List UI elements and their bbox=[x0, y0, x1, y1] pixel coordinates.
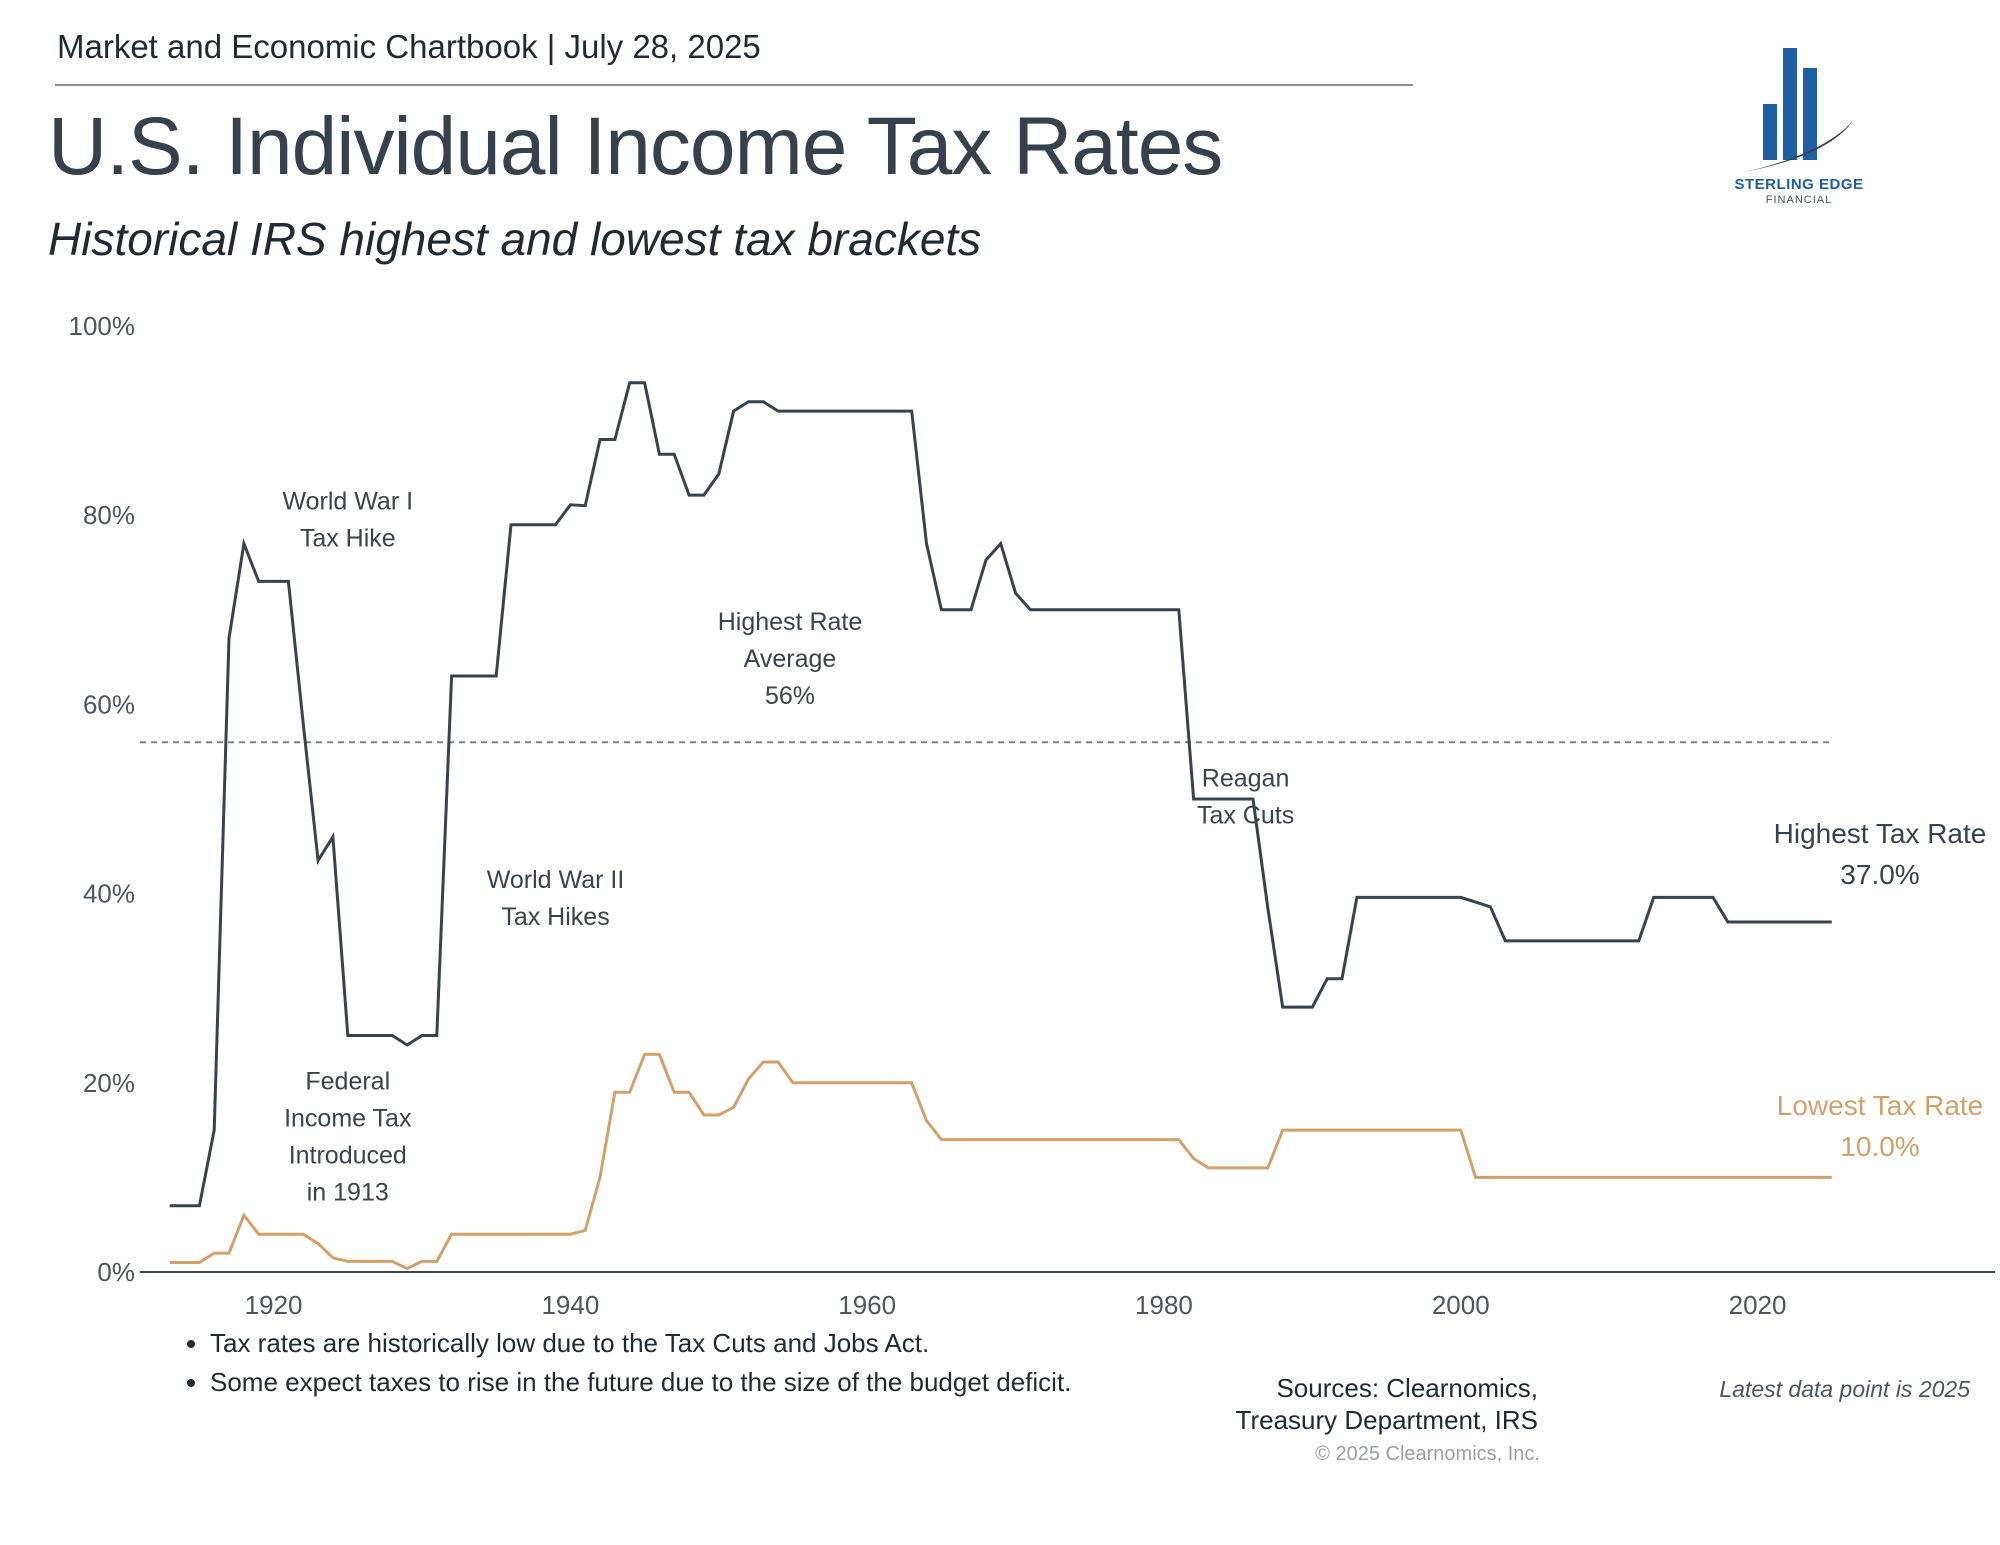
header-divider bbox=[55, 84, 1413, 86]
annotation-line: Reagan bbox=[1202, 765, 1290, 793]
y-tick-label: 60% bbox=[83, 689, 135, 719]
annotations: World War I Tax Hike World War II Tax Hikes… bbox=[282, 488, 1294, 1207]
y-axis-ticks: 0% 20% 40% 60% 80% 100% bbox=[69, 311, 136, 1287]
logo-name: STERLING EDGE bbox=[1734, 176, 1864, 193]
page-subtitle: Historical IRS highest and lowest tax br… bbox=[48, 213, 982, 265]
y-tick-label: 80% bbox=[83, 500, 135, 530]
annotation-line: World War II bbox=[487, 866, 625, 894]
x-tick-label: 1920 bbox=[245, 1290, 303, 1320]
x-tick-label: 2000 bbox=[1432, 1290, 1490, 1320]
logo-subtitle: FINANCIAL bbox=[1765, 194, 1833, 206]
lowest-rate-label: Lowest Tax Rate bbox=[1777, 1090, 1984, 1121]
chartbook-header: Market and Economic Chartbook | July 28,… bbox=[57, 28, 761, 65]
average-label: Highest Rate Average 56% bbox=[718, 608, 863, 710]
highest-rate-label: Highest Tax Rate bbox=[1774, 818, 1987, 849]
x-tick-label: 1960 bbox=[838, 1290, 896, 1320]
annotation-line: Tax Hikes bbox=[501, 903, 609, 931]
logo-bar-3 bbox=[1803, 68, 1817, 160]
annotation-line: Introduced bbox=[289, 1141, 407, 1169]
latest-data-note: Latest data point is 2025 bbox=[1719, 1376, 1970, 1402]
y-tick-label: 40% bbox=[83, 879, 135, 909]
y-tick-label: 20% bbox=[83, 1068, 135, 1098]
logo-bar-2 bbox=[1783, 48, 1797, 160]
y-tick-label: 0% bbox=[97, 1257, 135, 1287]
x-tick-label: 2020 bbox=[1729, 1290, 1787, 1320]
highest-rate-line bbox=[169, 381, 1832, 1208]
annotation-line: Tax Hike bbox=[300, 525, 396, 553]
lowest-rate-line bbox=[169, 1052, 1832, 1271]
y-tick-label: 100% bbox=[69, 311, 136, 341]
average-label-line: Average bbox=[744, 645, 837, 673]
annotation-reagan: Reagan Tax Cuts bbox=[1197, 765, 1294, 830]
logo-bar-1 bbox=[1763, 104, 1777, 160]
page-title: U.S. Individual Income Tax Rates bbox=[48, 101, 1223, 192]
sources-line-2: Treasury Department, IRS bbox=[1235, 1405, 1538, 1435]
sterling-edge-logo-icon bbox=[1743, 48, 1853, 172]
copyright: © 2025 Clearnomics, Inc. bbox=[1315, 1443, 1540, 1465]
x-axis-ticks: 1920 1940 1960 1980 2000 2020 bbox=[245, 1290, 1787, 1320]
bullet-item: Tax rates are historically low due to th… bbox=[210, 1328, 1071, 1359]
annotation-ww2: World War II Tax Hikes bbox=[487, 866, 625, 931]
annotation-line: in 1913 bbox=[307, 1178, 389, 1206]
lowest-rate-value: 10.0% bbox=[1840, 1131, 1919, 1162]
annotation-line: Tax Cuts bbox=[1197, 802, 1294, 830]
tax-rate-chart: 0% 20% 40% 60% 80% 100% 1920 1940 1960 1980 2000 2… bbox=[69, 311, 1995, 1320]
average-label-line: 56% bbox=[765, 682, 815, 710]
logo-swoosh bbox=[1743, 120, 1853, 172]
x-tick-label: 1980 bbox=[1135, 1290, 1193, 1320]
bullet-item: Some expect taxes to rise in the future … bbox=[210, 1367, 1071, 1398]
key-points-list: Tax rates are historically low due to th… bbox=[170, 1328, 1071, 1406]
annotation-line: World War I bbox=[282, 488, 413, 516]
annotation-ww1: World War I Tax Hike bbox=[282, 488, 413, 553]
annotation-line: Income Tax bbox=[284, 1104, 412, 1132]
annotation-line: Federal bbox=[305, 1067, 390, 1095]
sources-note: Sources: Clearnomics, Treasury Departmen… bbox=[1140, 1372, 1538, 1436]
annotation-federal: Federal Income Tax Introduced in 1913 bbox=[284, 1067, 412, 1206]
x-tick-label: 1940 bbox=[541, 1290, 599, 1320]
highest-rate-value: 37.0% bbox=[1840, 859, 1919, 890]
sources-line-1: Sources: Clearnomics, bbox=[1276, 1373, 1538, 1403]
average-label-line: Highest Rate bbox=[718, 608, 863, 636]
